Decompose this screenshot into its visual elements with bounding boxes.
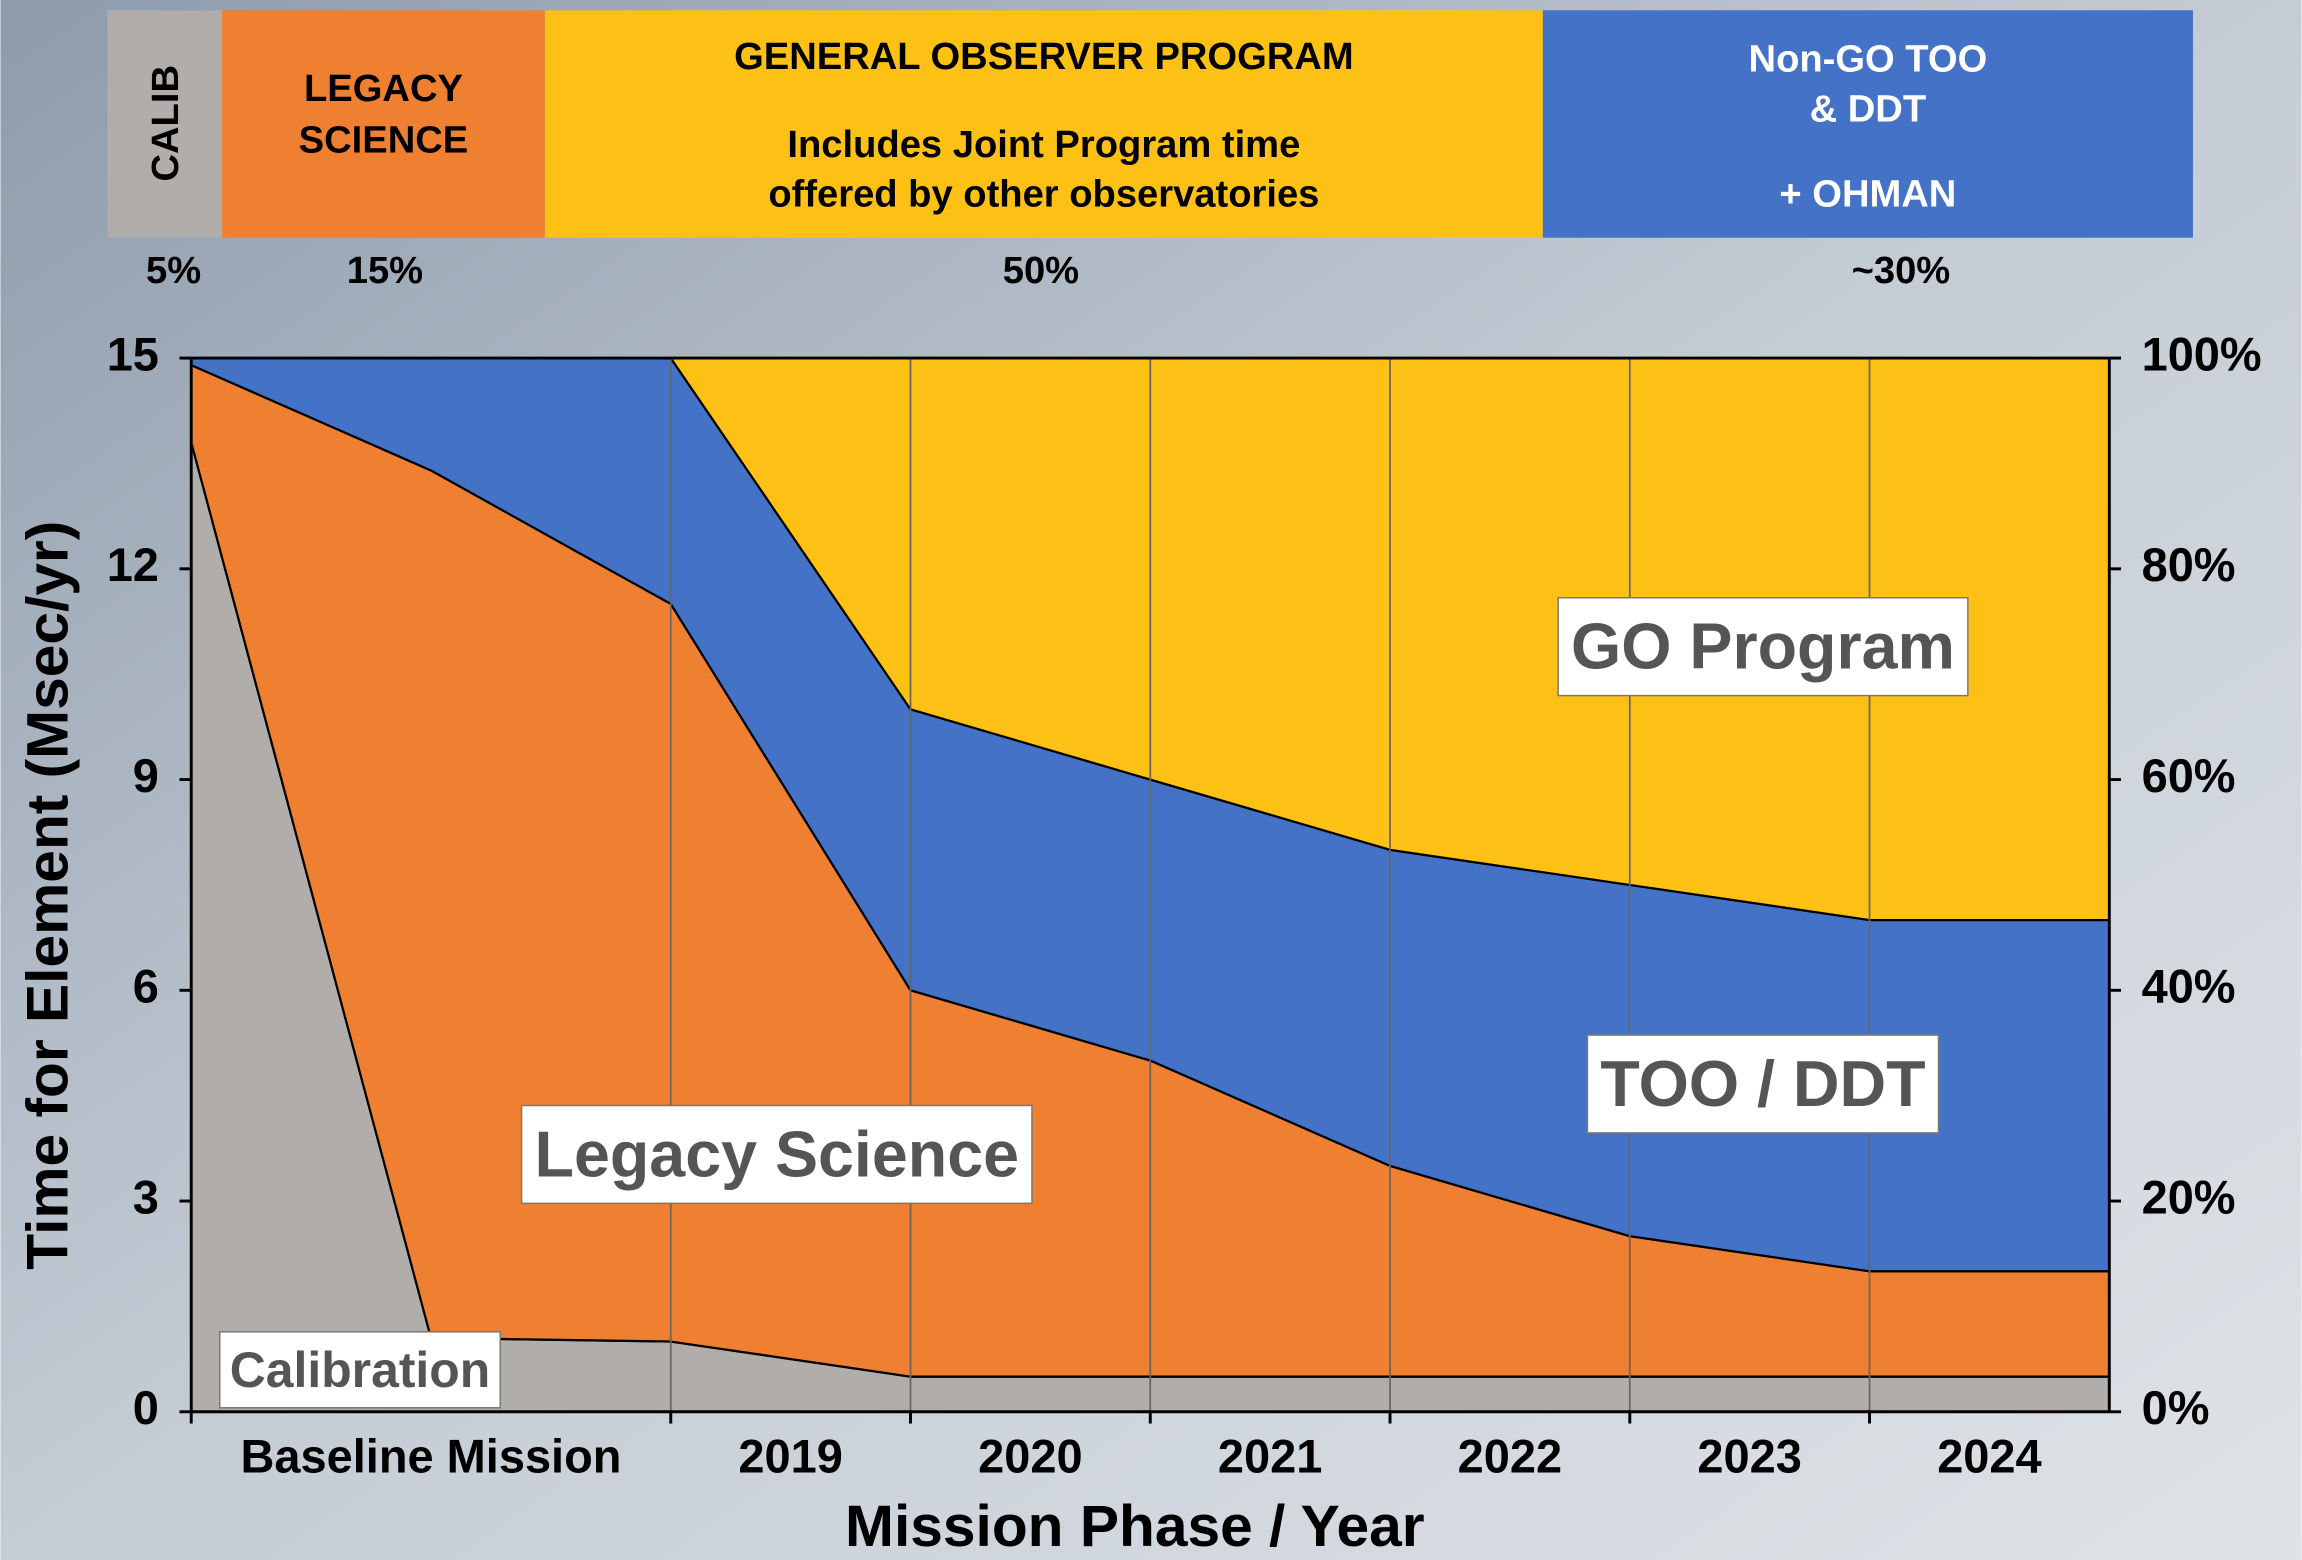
- x-tick-label: 2020: [978, 1430, 1082, 1483]
- series-label: Calibration: [230, 1342, 490, 1398]
- y2-tick-label: 100%: [2142, 327, 2262, 380]
- banner-text: GENERAL OBSERVER PROGRAM: [734, 35, 1354, 78]
- y-tick-label: 9: [133, 749, 159, 802]
- x-tick-label: 2021: [1218, 1430, 1322, 1483]
- y-tick-label: 3: [133, 1170, 159, 1223]
- banner-text: + OHMAN: [1779, 173, 1956, 216]
- y2-tick-label: 0%: [2142, 1381, 2210, 1434]
- banner-share: 5%: [146, 249, 201, 292]
- banner-share: 50%: [1003, 249, 1079, 292]
- banner-text: Non-GO TOO: [1749, 38, 1988, 81]
- series-label: Legacy Science: [535, 1118, 1020, 1190]
- banner-text: CALIB: [144, 65, 187, 182]
- label-box: [1586, 1034, 1940, 1134]
- y-tick-label: 12: [107, 538, 159, 591]
- banner-section: [1542, 10, 2193, 238]
- banner-text: LEGACY: [304, 67, 463, 110]
- y-tick-label: 15: [107, 327, 159, 380]
- x-tick-label: 2023: [1697, 1430, 1801, 1483]
- y2-tick-label: 80%: [2142, 538, 2236, 591]
- label-box: [520, 1104, 1033, 1205]
- banner-section: [544, 10, 1543, 238]
- x-tick-label: 2024: [1937, 1430, 2041, 1483]
- banner-section: [107, 10, 223, 238]
- series-label: TOO / DDT: [1600, 1048, 1925, 1120]
- y2-tick-label: 40%: [2142, 960, 2236, 1013]
- y-tick-label: 0: [133, 1381, 159, 1434]
- x-tick-label: 2019: [738, 1430, 842, 1483]
- y-axis-title: Time for Element (Msec/yr): [15, 521, 80, 1270]
- banner-text: Includes Joint Program time: [787, 123, 1300, 166]
- y2-tick-label: 20%: [2142, 1170, 2236, 1223]
- x-tick-label: Baseline Mission: [241, 1430, 622, 1483]
- label-box: [219, 1331, 501, 1409]
- x-axis-title: Mission Phase / Year: [845, 1494, 1425, 1559]
- banner-share: 15%: [347, 249, 423, 292]
- x-tick-label: 2022: [1458, 1430, 1562, 1483]
- y2-tick-label: 60%: [2142, 749, 2236, 802]
- label-box: [1557, 597, 1969, 697]
- banner-text: SCIENCE: [299, 118, 469, 161]
- banner-text: & DDT: [1810, 88, 1927, 131]
- series-label: GO Program: [1571, 611, 1955, 683]
- banner-share: ~30%: [1852, 249, 1951, 292]
- y-tick-label: 6: [133, 960, 159, 1013]
- banner-text: offered by other observatories: [768, 173, 1319, 216]
- banner-section: [222, 10, 545, 238]
